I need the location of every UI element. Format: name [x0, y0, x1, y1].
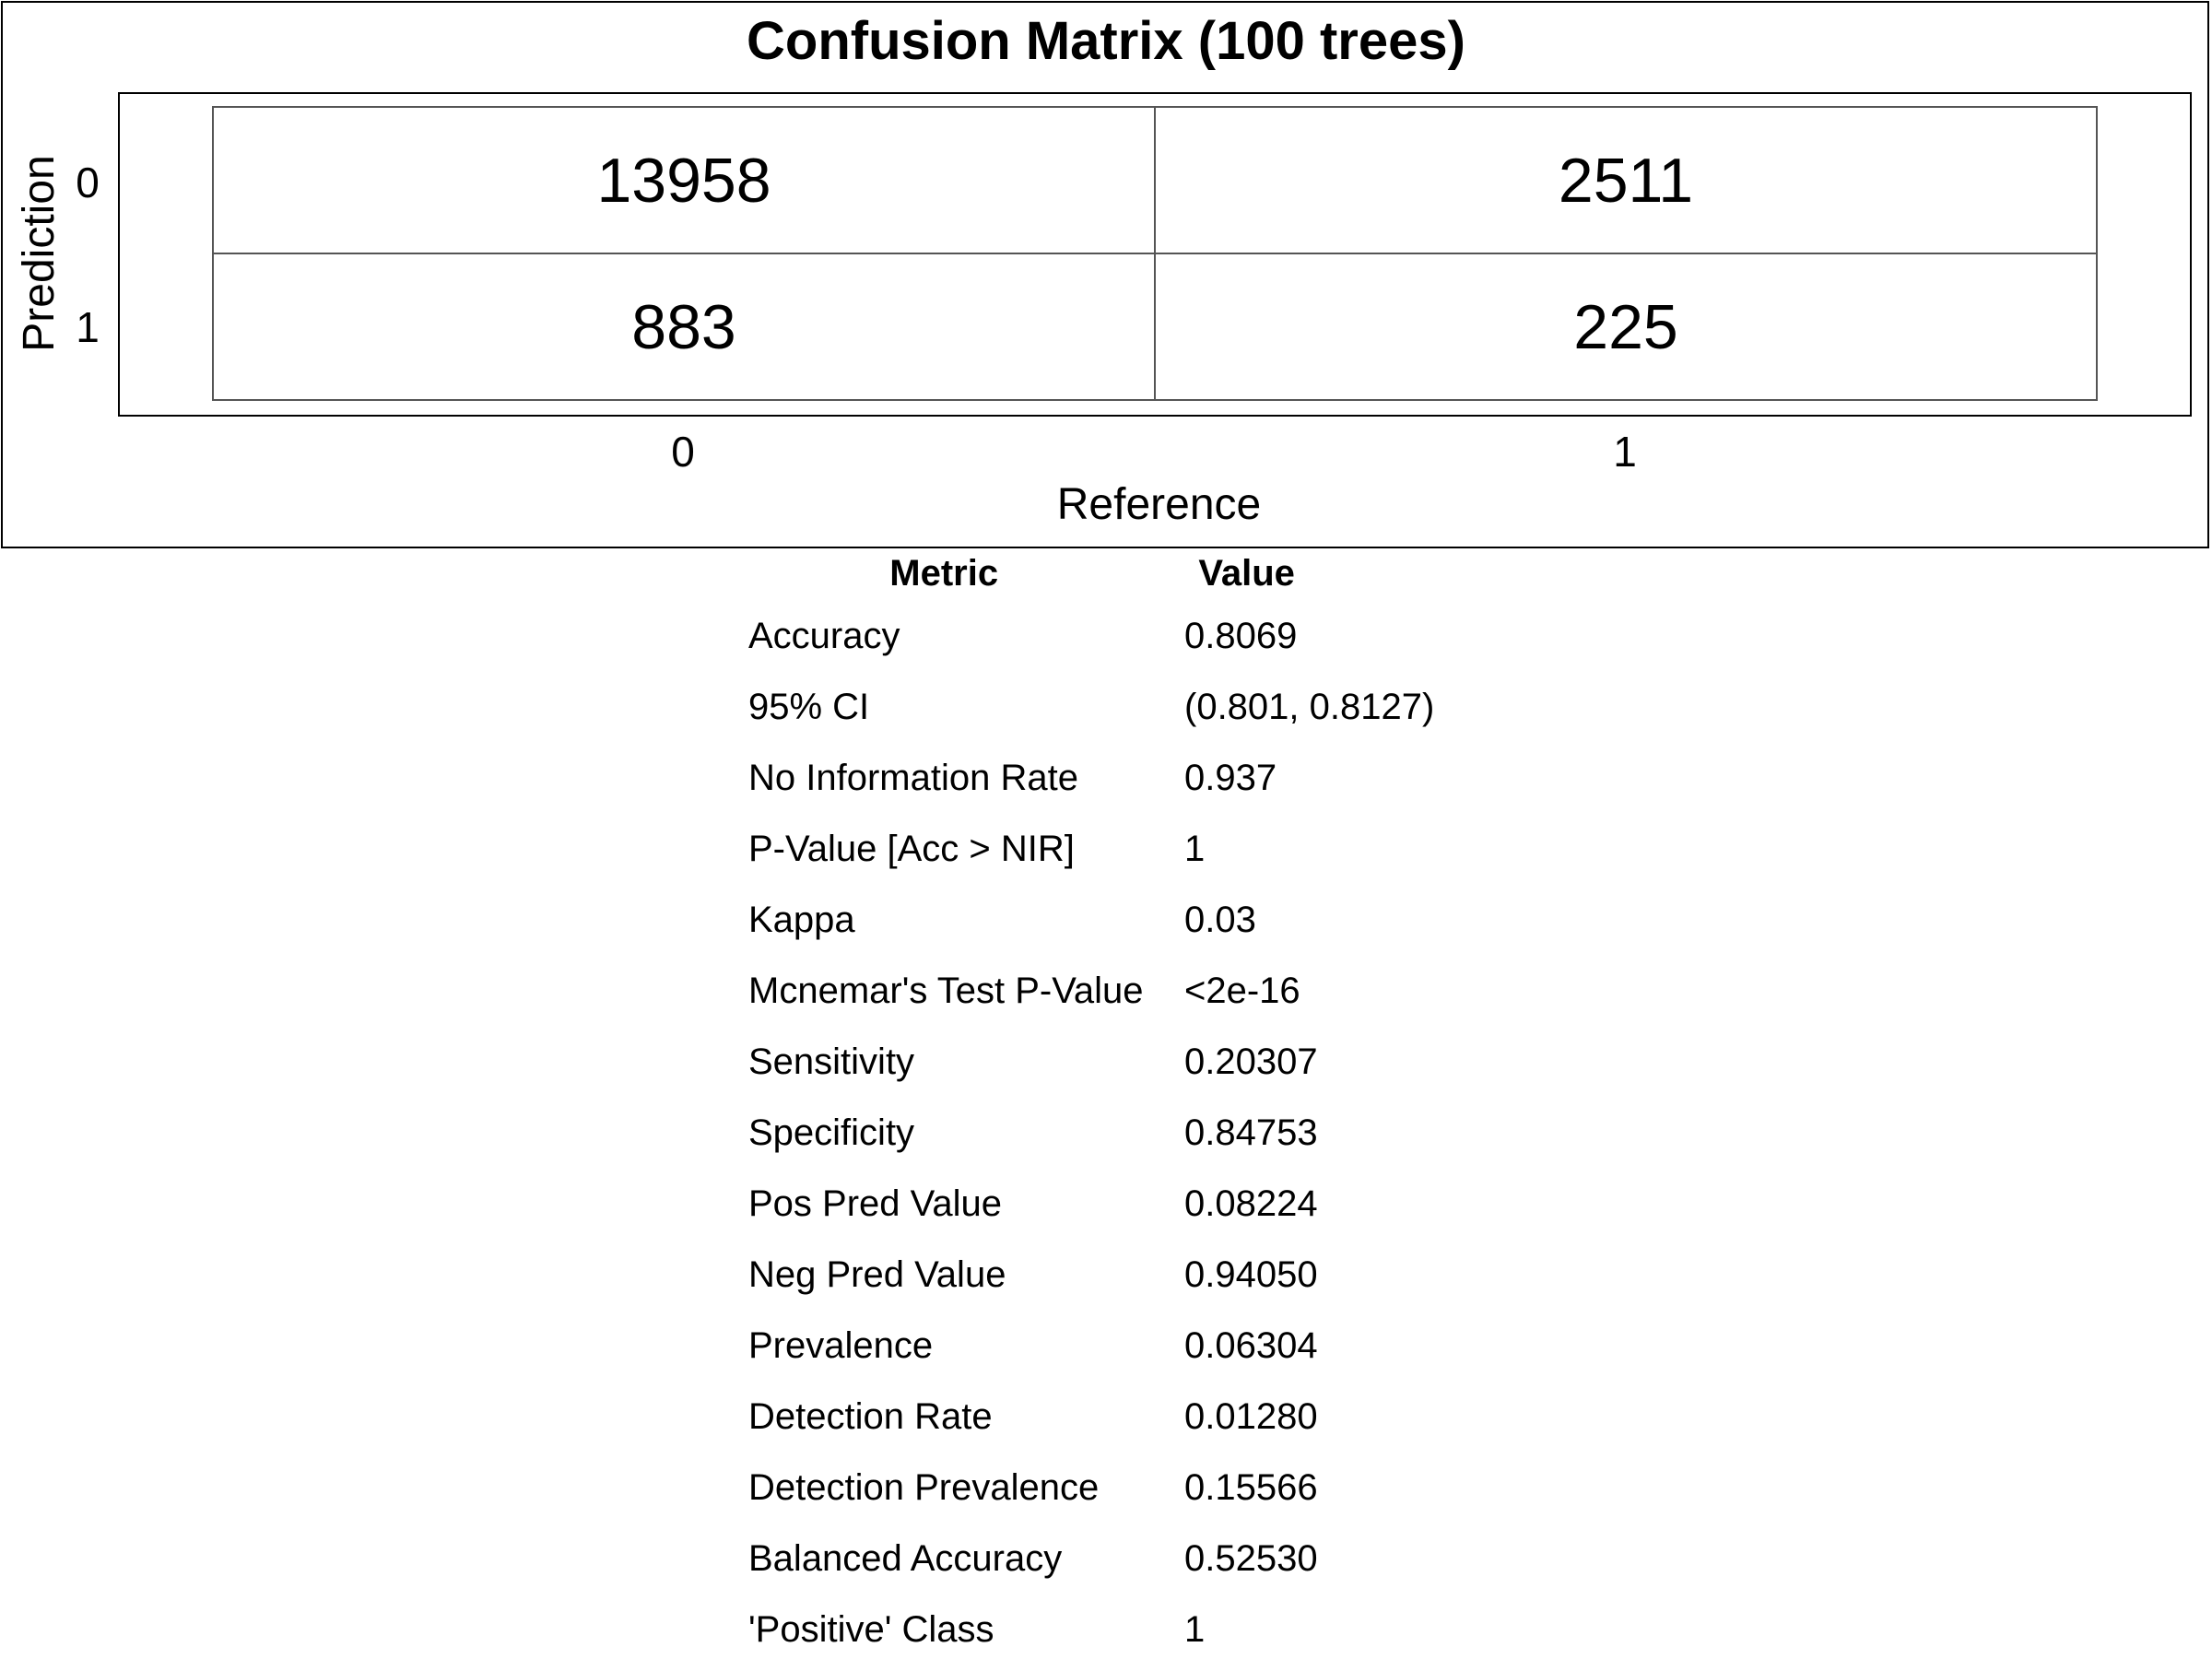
metric-name: Kappa	[748, 900, 855, 940]
metric-name: Detection Rate	[748, 1396, 993, 1437]
row-tick-label-1: 1	[76, 303, 100, 351]
metric-value: <2e-16	[1184, 971, 1300, 1011]
metric-value: 0.94050	[1184, 1254, 1318, 1295]
metric-value: 0.15566	[1184, 1467, 1318, 1508]
stats-table: Metric Value Accuracy 0.8069 95% CI (0.801,…	[737, 546, 1493, 1659]
metric-value: 0.08224	[1184, 1183, 1318, 1224]
header-value: Value	[1198, 552, 1295, 594]
stats-table-body: Accuracy 0.8069 95% CI (0.801, 0.8127) No In…	[737, 601, 1493, 1659]
metric-value: 0.52530	[1184, 1538, 1318, 1579]
table-row: P-Value [Acc > NIR] 1	[737, 814, 1493, 885]
x-axis-label: Reference	[1056, 480, 1262, 529]
table-row: Specificity 0.84753	[737, 1098, 1493, 1169]
table-row: No Information Rate 0.937	[737, 743, 1493, 814]
table-row: 'Positive' Class 1	[737, 1594, 1493, 1659]
table-row: Kappa 0.03	[737, 885, 1493, 956]
metric-name: 'Positive' Class	[748, 1609, 994, 1650]
col-tick-label-0: 0	[671, 428, 695, 476]
metric-name: Specificity	[748, 1112, 915, 1153]
table-row: 95% CI (0.801, 0.8127)	[737, 672, 1493, 743]
matrix-cell-pred0-ref1: 2511	[1155, 107, 2097, 253]
plot-frame	[1, 1, 2209, 548]
metric-name: Sensitivity	[748, 1041, 915, 1082]
table-row: Detection Rate 0.01280	[737, 1382, 1493, 1453]
metric-value: 0.06304	[1184, 1325, 1318, 1366]
metric-name: Neg Pred Value	[748, 1254, 1006, 1295]
metric-value: 1	[1184, 1609, 1206, 1650]
metric-value: 0.937	[1184, 758, 1277, 798]
table-row: Mcnemar's Test P-Value <2e-16	[737, 956, 1493, 1027]
row-tick-label-0: 0	[76, 159, 100, 206]
table-row: Balanced Accuracy 0.52530	[737, 1524, 1493, 1594]
chart-title: Confusion Matrix (100 trees)	[747, 11, 1465, 71]
metric-name: No Information Rate	[748, 758, 1078, 798]
confusion-matrix: 13958 2511 883 225	[212, 106, 2098, 401]
matrix-cell-pred0-ref0: 13958	[213, 107, 1155, 253]
metric-value: 0.03	[1184, 900, 1256, 940]
table-row: Pos Pred Value 0.08224	[737, 1169, 1493, 1240]
metric-name: P-Value [Acc > NIR]	[748, 829, 1075, 869]
metric-value: 0.20307	[1184, 1041, 1318, 1082]
metric-name: Detection Prevalence	[748, 1467, 1100, 1508]
metric-value: 0.01280	[1184, 1396, 1318, 1437]
metric-name: Accuracy	[748, 616, 900, 656]
matrix-panel	[118, 92, 2192, 417]
metric-value: 0.8069	[1184, 616, 1298, 656]
metric-name: Prevalence	[748, 1325, 934, 1366]
stats-table-header: Metric Value	[737, 546, 1493, 601]
metric-value: 1	[1184, 829, 1206, 869]
metric-name: Balanced Accuracy	[748, 1538, 1063, 1579]
col-tick-label-1: 1	[1613, 428, 1637, 476]
metric-name: Mcnemar's Test P-Value	[748, 971, 1144, 1011]
metric-name: 95% CI	[748, 687, 870, 727]
metric-value: (0.801, 0.8127)	[1184, 687, 1435, 727]
metric-name: Pos Pred Value	[748, 1183, 1002, 1224]
table-row: Sensitivity 0.20307	[737, 1027, 1493, 1098]
matrix-cell-pred1-ref0: 883	[213, 253, 1155, 400]
header-metric: Metric	[889, 552, 999, 594]
table-row: Detection Prevalence 0.15566	[737, 1453, 1493, 1524]
y-axis-label: Prediction	[15, 155, 64, 352]
metric-value: 0.84753	[1184, 1112, 1318, 1153]
matrix-cell-pred1-ref1: 225	[1155, 253, 2097, 400]
table-row: Neg Pred Value 0.94050	[737, 1240, 1493, 1311]
table-row: Accuracy 0.8069	[737, 601, 1493, 672]
table-row: Prevalence 0.06304	[737, 1311, 1493, 1382]
